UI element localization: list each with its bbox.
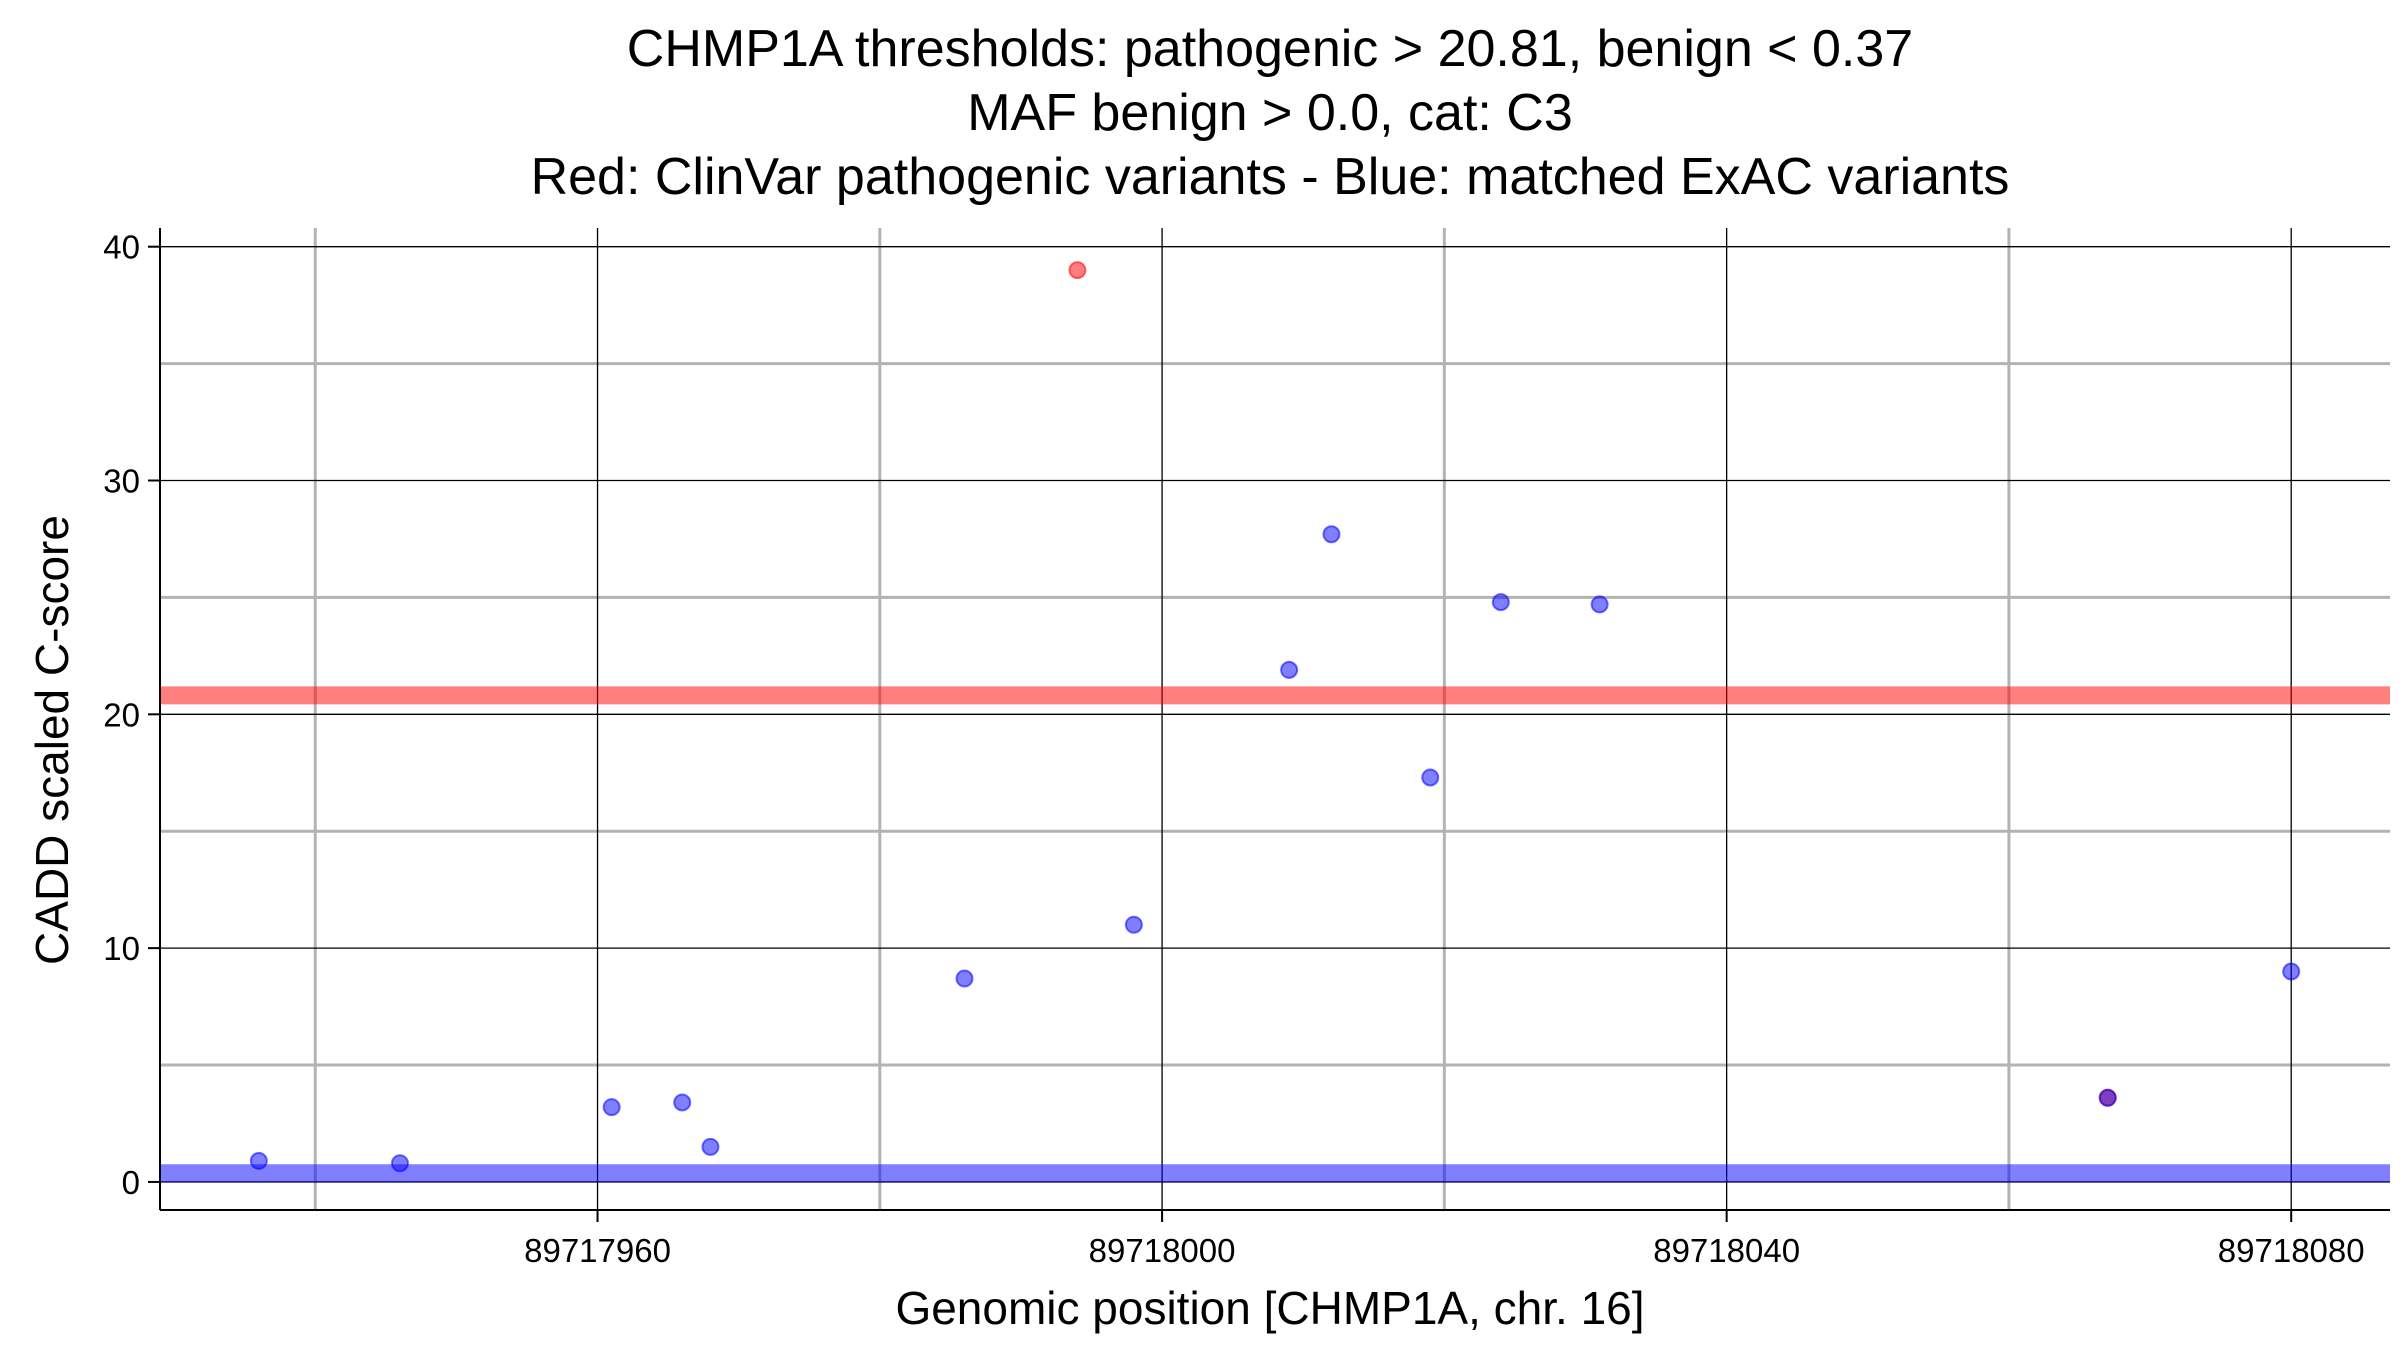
x-tick-label: 89718000	[1089, 1232, 1236, 1269]
exac-variant-point	[602, 1098, 621, 1117]
y-tick-label: 20	[103, 696, 140, 733]
x-tick-label: 89718040	[1653, 1232, 1800, 1269]
axis-ticks: 89717960 89718000 89718040 89718080 0 10 20 30 4…	[103, 229, 2364, 1269]
chart-title: CHMP1A thresholds: pathogenic > 20.81, b…	[531, 20, 2010, 206]
exac-variant-point	[1491, 593, 1510, 612]
data-points	[249, 261, 2301, 1173]
y-tick-label: 10	[103, 930, 140, 967]
y-tick-label: 40	[103, 229, 140, 266]
y-tick-label: 30	[103, 463, 140, 500]
x-tick-label: 89718080	[2218, 1232, 2365, 1269]
chart-title-line-1: CHMP1A thresholds: pathogenic > 20.81, b…	[627, 20, 1913, 78]
exac-variant-point	[1124, 915, 1143, 934]
exac-variant-point	[955, 969, 974, 988]
exac-variant-point	[1322, 525, 1341, 544]
grid	[160, 228, 2390, 1210]
exac-variant-point	[673, 1093, 692, 1112]
exac-variant-point	[1421, 768, 1440, 787]
x-axis-title: Genomic position [CHMP1A, chr. 16]	[895, 1282, 1644, 1334]
exac-variant-point	[249, 1151, 268, 1170]
exac-variant-point	[2098, 1088, 2117, 1107]
threshold-lines	[160, 686, 2390, 1183]
exac-variant-point	[2282, 962, 2301, 981]
chart-title-line-2: MAF benign > 0.0, cat: C3	[967, 84, 1573, 142]
y-tick-label: 0	[122, 1164, 140, 1201]
exac-variant-point	[1590, 595, 1609, 614]
exac-variant-point	[1280, 660, 1299, 679]
exac-variant-point	[701, 1137, 720, 1156]
chart-title-line-3: Red: ClinVar pathogenic variants - Blue:…	[531, 148, 2010, 206]
clinvar-variant-point	[1068, 261, 1087, 280]
exac-variant-point	[390, 1154, 409, 1173]
x-tick-label: 89717960	[524, 1232, 671, 1269]
axes	[159, 228, 2390, 1211]
y-axis-title: CADD scaled C-score	[26, 515, 78, 965]
